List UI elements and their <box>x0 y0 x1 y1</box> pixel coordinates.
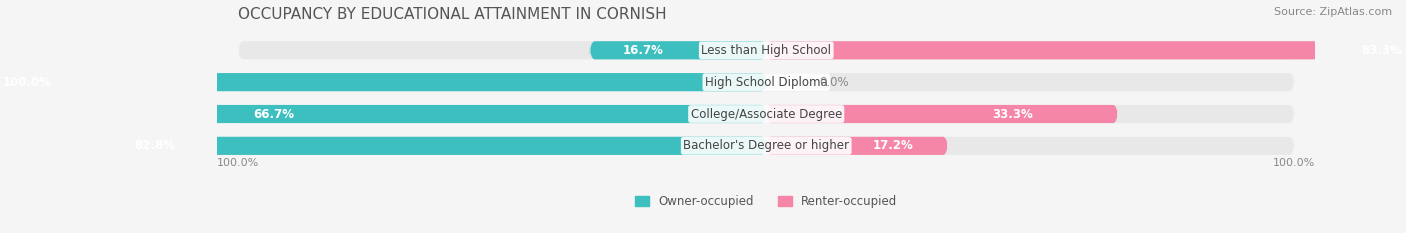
FancyBboxPatch shape <box>0 73 766 91</box>
Text: OCCUPANCY BY EDUCATIONAL ATTAINMENT IN CORNISH: OCCUPANCY BY EDUCATIONAL ATTAINMENT IN C… <box>238 7 666 22</box>
Text: Source: ZipAtlas.com: Source: ZipAtlas.com <box>1274 7 1392 17</box>
Text: 33.3%: 33.3% <box>993 107 1033 120</box>
FancyBboxPatch shape <box>238 137 1295 155</box>
Text: 83.3%: 83.3% <box>1361 44 1402 57</box>
FancyBboxPatch shape <box>238 41 1295 59</box>
Text: 82.8%: 82.8% <box>134 139 174 152</box>
FancyBboxPatch shape <box>238 105 1295 123</box>
FancyBboxPatch shape <box>62 105 766 123</box>
FancyBboxPatch shape <box>589 41 766 59</box>
Text: 17.2%: 17.2% <box>873 139 914 152</box>
Text: 66.7%: 66.7% <box>253 107 294 120</box>
Text: 100.0%: 100.0% <box>1272 158 1315 168</box>
FancyBboxPatch shape <box>766 41 1406 59</box>
FancyBboxPatch shape <box>238 73 1295 91</box>
FancyBboxPatch shape <box>0 137 766 155</box>
FancyBboxPatch shape <box>766 105 1118 123</box>
Text: High School Diploma: High School Diploma <box>704 76 828 89</box>
Text: 100.0%: 100.0% <box>217 158 260 168</box>
Text: Bachelor's Degree or higher: Bachelor's Degree or higher <box>683 139 849 152</box>
Text: College/Associate Degree: College/Associate Degree <box>690 107 842 120</box>
Text: 100.0%: 100.0% <box>3 76 52 89</box>
Text: 16.7%: 16.7% <box>623 44 664 57</box>
FancyBboxPatch shape <box>766 137 948 155</box>
Text: 0.0%: 0.0% <box>820 76 849 89</box>
Text: Less than High School: Less than High School <box>702 44 831 57</box>
Legend: Owner-occupied, Renter-occupied: Owner-occupied, Renter-occupied <box>630 190 903 213</box>
